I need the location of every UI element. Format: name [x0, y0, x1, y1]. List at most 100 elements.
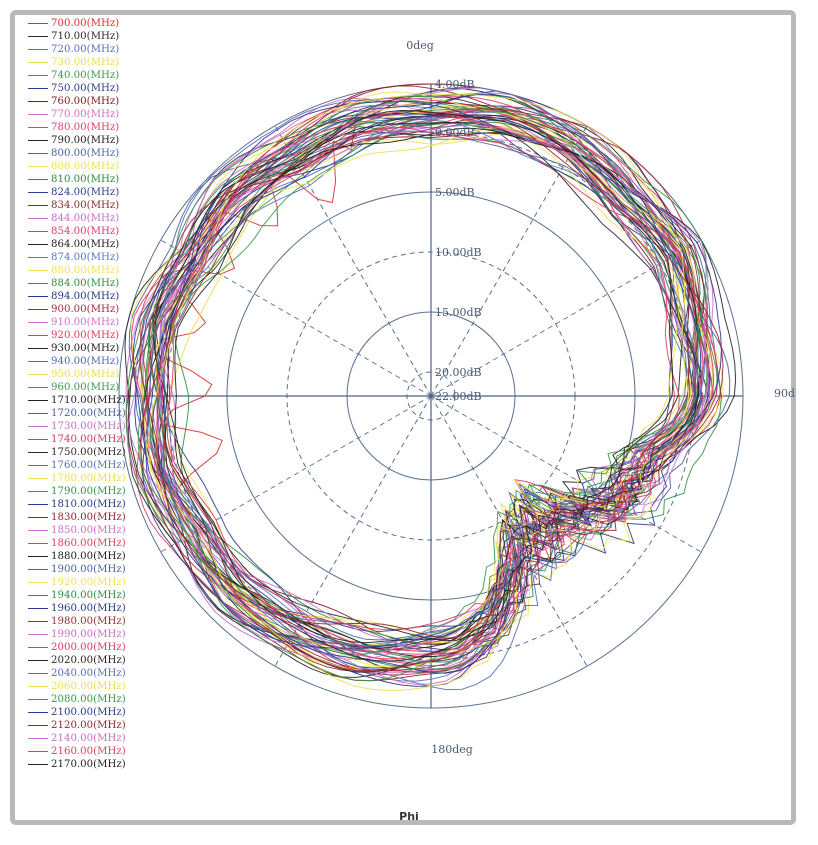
legend-item: 844.00(MHz) [28, 212, 126, 225]
legend-item: 1880.00(MHz) [28, 550, 126, 563]
legend-item: 2040.00(MHz) [28, 667, 126, 680]
legend-label: 910.00(MHz) [51, 317, 120, 328]
legend-label: 844.00(MHz) [51, 213, 120, 224]
series-trace [149, 109, 699, 671]
legend-swatch [28, 348, 48, 349]
legend-label: 874.00(MHz) [51, 252, 120, 263]
legend-swatch [28, 452, 48, 453]
legend-item: 740.00(MHz) [28, 69, 126, 82]
legend-swatch [28, 153, 48, 154]
legend-swatch [28, 517, 48, 518]
legend-item: 884.00(MHz) [28, 277, 126, 290]
series-trace [174, 109, 674, 662]
legend-label: 940.00(MHz) [51, 356, 120, 367]
legend-item: 910.00(MHz) [28, 316, 126, 329]
legend-swatch [28, 361, 48, 362]
legend-item: 900.00(MHz) [28, 303, 126, 316]
legend-label: 1750.00(MHz) [51, 447, 126, 458]
series-trace [148, 93, 690, 691]
legend-item: 824.00(MHz) [28, 186, 126, 199]
legend-item: 730.00(MHz) [28, 56, 126, 69]
legend-swatch [28, 335, 48, 336]
legend-label: 1830.00(MHz) [51, 512, 126, 523]
legend-label: 2140.00(MHz) [51, 733, 126, 744]
legend-label: 750.00(MHz) [51, 83, 120, 94]
legend-item: 864.00(MHz) [28, 238, 126, 251]
legend-label: 1760.00(MHz) [51, 460, 126, 471]
legend-label: 1780.00(MHz) [51, 473, 126, 484]
legend-item: 810.00(MHz) [28, 173, 126, 186]
legend-label: 1990.00(MHz) [51, 629, 126, 640]
legend-swatch [28, 465, 48, 466]
series-trace [161, 111, 706, 647]
legend-swatch [28, 699, 48, 700]
legend-label: 864.00(MHz) [51, 239, 120, 250]
legend-label: 1900.00(MHz) [51, 564, 126, 575]
series-trace [156, 94, 702, 674]
legend-label: 2000.00(MHz) [51, 642, 126, 653]
legend-swatch [28, 595, 48, 596]
legend-item: 1960.00(MHz) [28, 602, 126, 615]
legend-label: 1790.00(MHz) [51, 486, 126, 497]
legend-label: 2100.00(MHz) [51, 707, 126, 718]
legend-item: 1750.00(MHz) [28, 446, 126, 459]
legend-item: 940.00(MHz) [28, 355, 126, 368]
legend-swatch [28, 400, 48, 401]
series-trace [154, 112, 703, 658]
legend-item: 2060.00(MHz) [28, 680, 126, 693]
legend-swatch [28, 608, 48, 609]
legend-swatch [28, 88, 48, 89]
legend-label: 930.00(MHz) [51, 343, 120, 354]
legend-item: 834.00(MHz) [28, 199, 126, 212]
legend-swatch [28, 491, 48, 492]
legend-swatch [28, 426, 48, 427]
series-trace [147, 93, 708, 670]
legend-swatch [28, 478, 48, 479]
legend-swatch [28, 673, 48, 674]
legend-label: 1940.00(MHz) [51, 590, 126, 601]
legend-item: 780.00(MHz) [28, 121, 126, 134]
polar-grid [118, 83, 744, 709]
legend-item: 800.00(MHz) [28, 147, 126, 160]
legend-item: 1980.00(MHz) [28, 615, 126, 628]
legend-swatch [28, 686, 48, 687]
legend-item: 2170.00(MHz) [28, 758, 126, 771]
legend-label: 810.00(MHz) [51, 174, 120, 185]
legend-item: 750.00(MHz) [28, 82, 126, 95]
legend-item: 1990.00(MHz) [28, 628, 126, 641]
radial-label: 4.00dB [435, 78, 475, 91]
legend-item: 920.00(MHz) [28, 329, 126, 342]
legend-item: 1720.00(MHz) [28, 407, 126, 420]
legend-swatch [28, 166, 48, 167]
legend-item: 808.00(MHz) [28, 160, 126, 173]
angle-label-0deg: 0deg [406, 39, 434, 52]
legend-item: 710.00(MHz) [28, 30, 126, 43]
legend-swatch [28, 23, 48, 24]
legend-swatch [28, 751, 48, 752]
legend-swatch [28, 192, 48, 193]
legend-swatch [28, 114, 48, 115]
series-trace [139, 118, 724, 639]
legend-label: 880.00(MHz) [51, 265, 120, 276]
legend-swatch [28, 283, 48, 284]
legend-item: 2160.00(MHz) [28, 745, 126, 758]
legend-swatch [28, 504, 48, 505]
legend-item: 1920.00(MHz) [28, 576, 126, 589]
grid-spoke [430, 239, 702, 397]
legend-label: 1860.00(MHz) [51, 538, 126, 549]
legend-swatch [28, 764, 48, 765]
legend-label: 2020.00(MHz) [51, 655, 126, 666]
legend-item: 2120.00(MHz) [28, 719, 126, 732]
series-trace [150, 121, 701, 656]
series-trace [137, 100, 707, 682]
legend-swatch [28, 218, 48, 219]
series-trace [134, 118, 697, 646]
legend-label: 950.00(MHz) [51, 369, 120, 380]
grid-spoke [430, 125, 588, 397]
legend-label: 1740.00(MHz) [51, 434, 126, 445]
legend-swatch [28, 140, 48, 141]
legend-item: 960.00(MHz) [28, 381, 126, 394]
legend-label: 700.00(MHz) [51, 18, 120, 29]
grid-spoke [430, 395, 702, 553]
legend-label: 800.00(MHz) [51, 148, 120, 159]
